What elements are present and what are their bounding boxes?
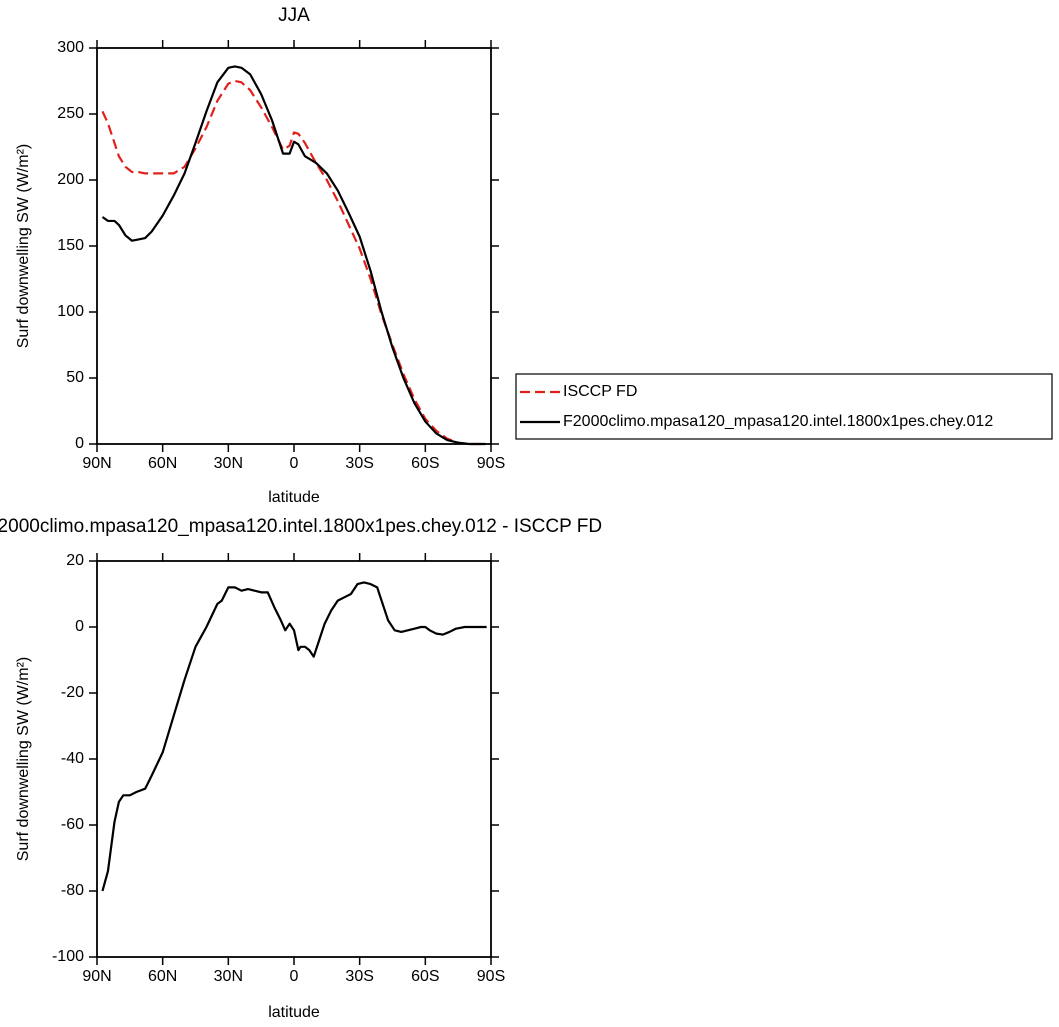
plot-frame — [96, 47, 492, 445]
y-tick-label: -40 — [61, 750, 84, 767]
x-tick-label: 60S — [411, 968, 439, 985]
x-tick-label: 60N — [148, 455, 177, 472]
legend-label: F2000climo.mpasa120_mpasa120.intel.1800x… — [563, 413, 993, 430]
y-tick-label: 200 — [57, 171, 84, 188]
series-line — [101, 65, 486, 446]
x-tick-label: 30N — [214, 455, 243, 472]
y-tick-label: -20 — [61, 684, 84, 701]
x-tick-label: 90N — [82, 968, 111, 985]
x-tick-label: 30N — [214, 968, 243, 985]
x-tick-label: 90S — [477, 968, 505, 985]
y-tick-label: 20 — [66, 552, 84, 569]
chart-title: F2000climo.mpasa120_mpasa120.intel.1800x… — [0, 516, 602, 537]
x-tick-label: 30S — [345, 968, 373, 985]
x-tick-label: 60S — [411, 455, 439, 472]
y-tick-label: 300 — [57, 39, 84, 56]
x-tick-label: 60N — [148, 968, 177, 985]
series-line — [101, 581, 487, 892]
y-tick-label: 150 — [57, 237, 84, 254]
y-tick-label: 50 — [66, 369, 84, 386]
legend-label: ISCCP FD — [563, 383, 637, 400]
x-tick-label: 0 — [290, 968, 299, 985]
y-tick-label: 250 — [57, 105, 84, 122]
y-tick-label: -60 — [61, 816, 84, 833]
x-tick-label: 90S — [477, 455, 505, 472]
x-tick-label: 0 — [290, 455, 299, 472]
y-tick-label: 0 — [75, 435, 84, 452]
y-axis-label: Surf downwelling SW (W/m²) — [15, 657, 32, 861]
y-tick-label: 100 — [57, 303, 84, 320]
y-tick-label: -100 — [52, 948, 84, 965]
x-axis-label: latitude — [268, 1004, 320, 1021]
x-tick-label: 90N — [82, 455, 111, 472]
x-axis-label: latitude — [268, 489, 320, 506]
y-tick-label: 0 — [75, 618, 84, 635]
y-axis-label: Surf downwelling SW (W/m²) — [15, 144, 32, 348]
plot-frame — [96, 560, 492, 958]
y-tick-label: -80 — [61, 882, 84, 899]
series-line — [101, 79, 486, 446]
legend-box — [515, 373, 1053, 440]
chart-title: JJA — [278, 5, 310, 26]
x-tick-label: 30S — [345, 455, 373, 472]
